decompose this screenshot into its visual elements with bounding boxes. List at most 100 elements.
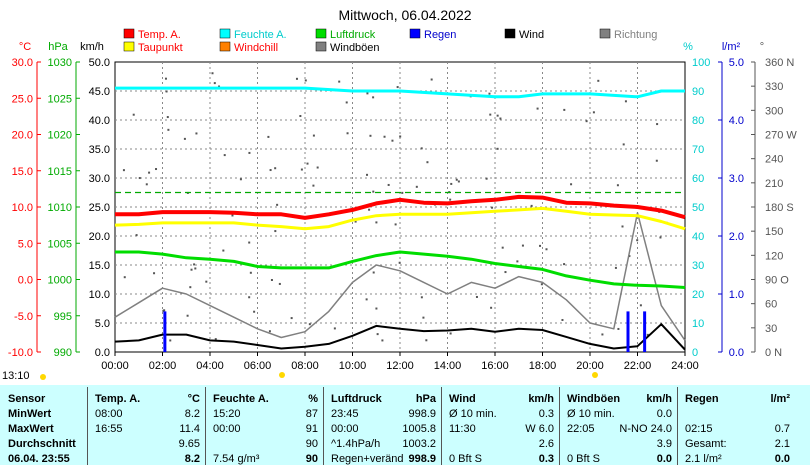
direction-dot — [372, 271, 375, 274]
direction-dot — [123, 276, 126, 279]
stats-time-humidity: 7.54 g/m³ — [213, 453, 260, 465]
direction-dot — [621, 225, 624, 228]
axis-tick-label-direction: 0 N — [765, 347, 782, 359]
direction-dot — [193, 263, 196, 266]
stats-time-rain: 2.1 l/m² — [685, 453, 722, 465]
direction-dot — [270, 278, 273, 281]
direction-dot — [138, 177, 141, 180]
direction-dot — [195, 132, 198, 135]
axis-tick-label-temp: 0.0 — [18, 275, 33, 287]
direction-dot — [338, 80, 341, 83]
stats-header-temp: Temp. A. — [95, 393, 141, 405]
axis-tick-label-humidity: 90 — [692, 86, 704, 98]
legend-label: Feuchte A. — [234, 29, 287, 41]
axis-tick-label-humidity: 50 — [692, 202, 704, 214]
axis-tick-label-temp: 20.0 — [12, 130, 33, 142]
axis-tick-label-wind: 25.0 — [89, 202, 110, 214]
series-line-wind — [114, 323, 686, 351]
chart-title: Mittwoch, 06.04.2022 — [338, 7, 471, 23]
axis-tick-label-wind: 0.0 — [95, 347, 110, 359]
direction-dot — [561, 318, 564, 321]
direction-dot — [636, 239, 639, 242]
direction-dot — [425, 339, 428, 342]
direction-dot — [420, 296, 423, 299]
direction-dot — [248, 241, 251, 244]
stats-value-pressure: 1003.2 — [402, 438, 436, 450]
x-axis-tick-label: 18:00 — [529, 360, 557, 372]
direction-dot — [616, 184, 619, 187]
direction-dot — [391, 139, 394, 142]
series-line-luftdruck — [115, 250, 686, 289]
stats-header-gusts: Windböen — [567, 393, 621, 405]
direction-dot — [475, 295, 478, 298]
direction-dots — [122, 72, 668, 342]
x-axis: 00:00 02:00 04:00 06:00 08:00 10:00 12:00 14:00… — [101, 352, 699, 372]
stats-divider — [441, 387, 442, 465]
axis-tick-label-temp: 15.0 — [12, 166, 33, 178]
direction-dot — [617, 327, 620, 330]
stats-time-gusts: Ø 10 min. — [567, 408, 615, 420]
direction-dot — [211, 72, 214, 75]
stats-header-humidity: Feuchte A. — [213, 393, 269, 405]
direction-dot — [457, 180, 460, 183]
direction-dot — [496, 114, 499, 117]
direction-dot — [269, 169, 272, 172]
stats-time-wind: 11:30 — [449, 423, 476, 435]
axis-tick-label-wind: 5.0 — [95, 318, 110, 330]
stats-header-rain: Regen — [685, 393, 719, 405]
axis-tick-label-pressure: 990 — [54, 347, 72, 359]
direction-dot — [415, 185, 418, 188]
axis-tick-label-humidity: 10 — [692, 318, 704, 330]
direction-dot — [345, 101, 348, 104]
stats-unit-temp: °C — [187, 393, 200, 405]
stats-time-pressure: Regen+veränd — [331, 453, 404, 465]
axis-tick-label-wind: 20.0 — [89, 231, 110, 243]
direction-dot — [372, 96, 375, 99]
direction-dot — [540, 283, 543, 286]
direction-dot — [268, 330, 271, 333]
axis-tick-label-temp: -5.0 — [14, 311, 33, 323]
legend-label: Richtung — [614, 29, 657, 41]
direction-dot — [368, 208, 371, 211]
axis-tick-label-wind: 35.0 — [89, 144, 110, 156]
direction-dot — [585, 120, 588, 123]
stats-time-pressure: 00:00 — [331, 423, 359, 435]
legend-swatch — [409, 28, 421, 39]
direction-dot — [145, 183, 148, 186]
x-axis-tick-label: 00:00 — [101, 360, 129, 372]
direction-dot — [570, 183, 573, 186]
axis-tick-label-temp: -10.0 — [8, 347, 33, 359]
direction-dot — [401, 191, 404, 194]
axis-tick-label-wind: 30.0 — [89, 173, 110, 185]
direction-dot — [655, 159, 658, 162]
stats-time-pressure: ^1.4hPa/h — [331, 438, 381, 450]
legend-swatch — [123, 41, 135, 52]
direction-dot — [624, 100, 627, 103]
stats-value-humidity: 91 — [305, 423, 318, 435]
direction-dot — [420, 147, 423, 150]
legend-label: Taupunkt — [138, 42, 183, 54]
axis-tick-label-humidity: 80 — [692, 115, 704, 127]
x-axis-tick-label: 06:00 — [244, 360, 272, 372]
direction-dot — [267, 135, 270, 138]
direction-dot — [304, 79, 307, 82]
x-axis-tick-label: 22:00 — [624, 360, 652, 372]
plot-grid — [115, 62, 685, 352]
direction-dot — [169, 339, 172, 342]
direction-dot — [194, 267, 197, 270]
axis-tick-label-rain: 0.0 — [729, 347, 744, 359]
axis-tick-label-pressure: 1010 — [48, 202, 72, 214]
axis-tick-label-direction: 330 — [765, 81, 783, 93]
stats-value-humidity: 90 — [305, 438, 318, 450]
direction-dot — [422, 316, 425, 319]
legend-swatch — [315, 41, 327, 52]
direction-dot — [597, 79, 600, 82]
legend-swatch — [504, 28, 516, 39]
direction-dot — [659, 236, 662, 239]
stats-time-rain: 02:15 — [685, 423, 713, 435]
axis-tick-label-pressure: 995 — [54, 311, 72, 323]
direction-dot — [622, 143, 625, 146]
axis-tick-label-humidity: 60 — [692, 173, 704, 185]
stats-time-gusts: 22:05 — [567, 423, 595, 435]
direction-dot — [132, 113, 135, 116]
